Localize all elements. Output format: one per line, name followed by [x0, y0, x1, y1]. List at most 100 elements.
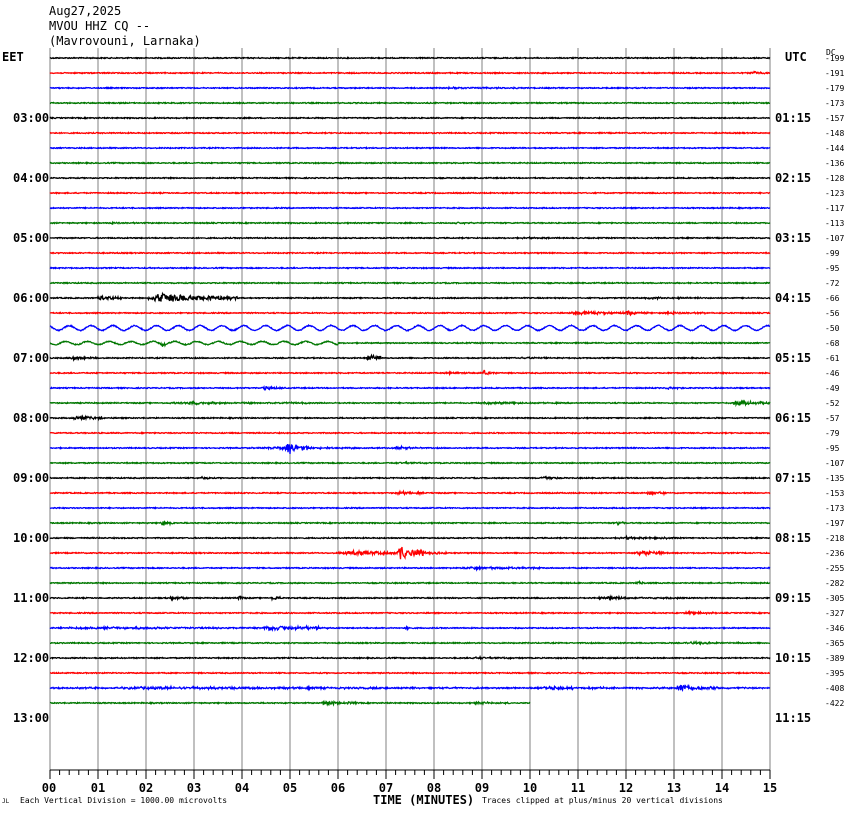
hour-label-right: 10:15	[775, 651, 812, 665]
dc-offset-label: -72	[825, 279, 840, 288]
chart-subtitle: (Mavrovouni, Larnaka)	[49, 34, 201, 48]
seismic-trace	[49, 475, 770, 481]
hour-label-left: 13:00	[13, 711, 50, 725]
seismic-trace	[49, 191, 771, 195]
corner-mark: JL	[2, 798, 10, 805]
dc-offset-label: -136	[825, 159, 845, 168]
hour-label-left: 06:00	[13, 291, 50, 305]
x-tick-label: 07	[378, 781, 394, 795]
seismic-trace	[49, 309, 771, 317]
seismic-trace	[49, 101, 771, 105]
seismic-trace	[49, 251, 771, 255]
seismic-trace	[49, 161, 771, 165]
hour-label-left: 09:00	[13, 471, 50, 485]
dc-offset-label: -66	[825, 294, 840, 303]
hour-label-left: 05:00	[13, 231, 50, 245]
seismic-trace	[49, 624, 771, 632]
dc-offset-label: -135	[825, 474, 845, 483]
scale-note: Each Vertical Division = 1000.00 microvo…	[20, 796, 228, 805]
clip-note: Traces clipped at plus/minus 20 vertical…	[482, 796, 723, 805]
dc-offset-label: -95	[825, 444, 840, 453]
seismic-trace	[49, 206, 771, 210]
dc-offset-label: -395	[825, 669, 845, 678]
hour-label-left: 07:00	[13, 351, 50, 365]
x-tick-label: 10	[522, 781, 538, 795]
dc-offset-label: -218	[825, 534, 845, 543]
dc-offset-label: -305	[825, 594, 845, 603]
x-tick-label: 04	[234, 781, 250, 795]
dc-offset-label: -153	[825, 489, 845, 498]
seismic-trace	[49, 594, 771, 602]
x-tick-label: 14	[714, 781, 730, 795]
hour-label-left: 10:00	[13, 531, 50, 545]
seismic-trace	[50, 640, 771, 646]
hour-label-right: 09:15	[775, 591, 812, 605]
hour-label-right: 11:15	[775, 711, 812, 725]
dc-offset-label: -236	[825, 549, 845, 558]
dc-offset-label: -255	[825, 564, 845, 573]
dc-offset-label: -95	[825, 264, 840, 273]
x-tick-label: 11	[570, 781, 586, 795]
dc-offset-label: -173	[825, 99, 845, 108]
x-tick-label: 12	[618, 781, 634, 795]
dc-offset-label: -123	[825, 189, 845, 198]
dc-offset-label: -179	[825, 84, 845, 93]
hour-label-left: 04:00	[13, 171, 50, 185]
dc-offset-label: -68	[825, 339, 840, 348]
seismic-trace	[49, 146, 771, 150]
seismic-trace	[49, 369, 771, 377]
seismic-trace	[49, 385, 771, 391]
seismic-trace	[49, 579, 771, 585]
dc-offset-label: -389	[825, 654, 845, 663]
dc-offset-label: -61	[825, 354, 840, 363]
chart-date: Aug27,2025	[49, 4, 122, 18]
dc-offset-label: -113	[825, 219, 845, 228]
seismic-trace	[49, 546, 771, 560]
dc-offset-label: -117	[825, 204, 845, 213]
dc-offset-label: -173	[825, 504, 845, 513]
minute-gridlines	[49, 48, 771, 770]
x-tick-label: 06	[330, 781, 346, 795]
seismic-trace	[49, 56, 771, 60]
seismic-trace	[49, 564, 771, 572]
dc-offset-label: -49	[825, 384, 840, 393]
x-tick-label: 08	[426, 781, 442, 795]
dc-offset-label: -56	[825, 309, 840, 318]
seismic-trace	[49, 235, 771, 240]
seismic-trace	[49, 399, 771, 408]
dc-offset-label: -107	[825, 459, 845, 468]
seismic-trace	[49, 70, 771, 75]
seismic-trace	[49, 291, 771, 303]
hour-label-right: 06:15	[775, 411, 812, 425]
dc-offset-label: -52	[825, 399, 840, 408]
seismic-trace	[49, 323, 770, 332]
hour-label-right: 02:15	[775, 171, 812, 185]
x-tick-label: 02	[138, 781, 154, 795]
dc-offset-label: -157	[825, 114, 845, 123]
seismic-trace	[49, 683, 771, 692]
seismic-trace	[49, 414, 771, 422]
x-axis-ticks	[49, 769, 771, 779]
x-tick-label: 01	[90, 781, 106, 795]
seismic-trace	[49, 699, 531, 707]
seismic-trace	[49, 609, 770, 616]
seismic-trace	[49, 85, 771, 91]
x-tick-label: 13	[666, 781, 682, 795]
seismic-trace	[49, 534, 771, 541]
dc-offset-label: -79	[825, 429, 840, 438]
hour-label-left: 08:00	[13, 411, 50, 425]
seismic-trace	[49, 431, 770, 435]
hour-label-right: 07:15	[775, 471, 812, 485]
dc-offset-label: -99	[825, 249, 840, 258]
right-timezone-label: UTC	[785, 50, 807, 64]
seismic-trace	[49, 176, 771, 180]
hour-label-left: 12:00	[13, 651, 50, 665]
hour-label-right: 05:15	[775, 351, 812, 365]
hour-label-left: 11:00	[13, 591, 50, 605]
hour-label-right: 04:15	[775, 291, 812, 305]
left-timezone-label: EET	[2, 50, 24, 64]
hour-label-right: 03:15	[775, 231, 812, 245]
dc-offset-label: -144	[825, 144, 845, 153]
dc-offset-label: -408	[825, 684, 845, 693]
seismic-trace	[49, 654, 771, 661]
